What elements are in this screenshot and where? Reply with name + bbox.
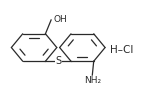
- Text: NH₂: NH₂: [84, 76, 101, 85]
- Text: H–Cl: H–Cl: [110, 44, 134, 55]
- Text: OH: OH: [54, 15, 68, 24]
- Text: S: S: [55, 56, 61, 66]
